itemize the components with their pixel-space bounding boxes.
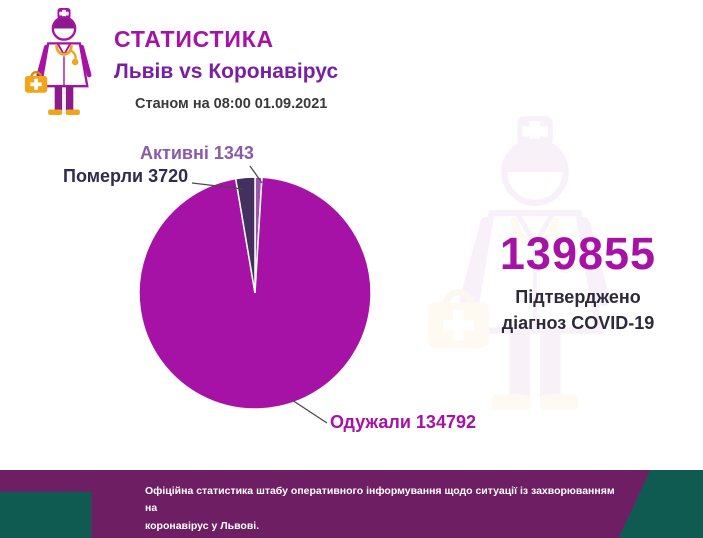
- confirmed-caption-line2: діагноз COVID-19: [501, 313, 655, 334]
- confirmed-total: 139855: [499, 228, 657, 279]
- pie-label-recovered: Одужали 134792: [330, 412, 476, 432]
- doctor-watermark-icon: [420, 116, 650, 448]
- footer-text-line1: Офіційна статистика штабу оперативного і…: [145, 485, 615, 515]
- doctor-logo-icon: [22, 8, 106, 129]
- pie-label-deaths: Померли 3720: [63, 166, 189, 186]
- page-subtitle: Львів vs Коронавірус: [114, 60, 339, 83]
- footer-purple-band: [0, 470, 651, 538]
- pie-slice-recovered: [138, 176, 372, 410]
- pie-label-active: Активні 1343: [140, 143, 254, 163]
- footer: Офіційна статистика штабу оперативного і…: [0, 470, 703, 538]
- page-title: СТАТИСТИКА: [114, 26, 274, 52]
- pie-chart: [138, 176, 372, 410]
- confirmed-caption-line1: Підтверджено: [515, 287, 641, 307]
- confirmed-caption: Підтверджено діагноз COVID-19: [463, 284, 693, 336]
- as-of-date: Станом на 08:00 01.09.2021: [135, 96, 328, 112]
- footer-text: Офіційна статистика штабу оперативного і…: [145, 483, 625, 535]
- pie-slices-group: [138, 176, 372, 410]
- footer-text-line2: коронавірус у Львові.: [145, 519, 260, 532]
